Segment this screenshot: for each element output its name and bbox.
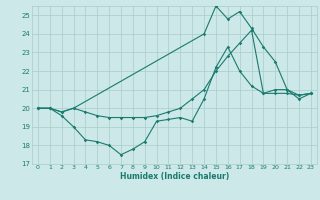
X-axis label: Humidex (Indice chaleur): Humidex (Indice chaleur)	[120, 172, 229, 181]
